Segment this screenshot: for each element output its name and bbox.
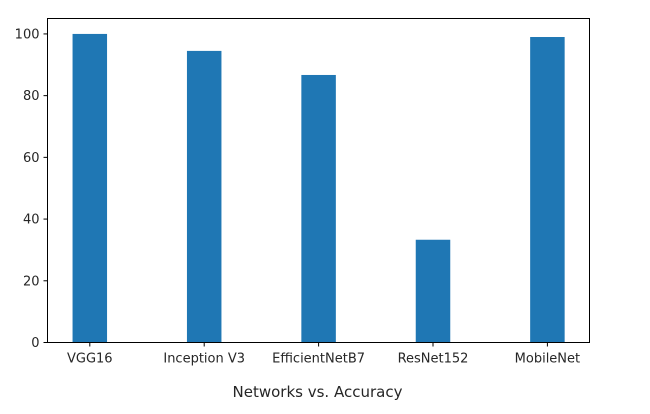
- y-axis-ticks: 0 20 40 60 80 100: [15, 27, 48, 351]
- bar-inception-v3: [186, 50, 222, 343]
- bars-group: [72, 33, 565, 343]
- x-tick-label: ResNet152: [398, 352, 469, 367]
- y-tick-label: 40: [23, 213, 40, 228]
- x-axis-label: Networks vs. Accuracy: [233, 383, 403, 401]
- x-tick-label: VGG16: [67, 352, 113, 367]
- bar-vgg16: [72, 33, 108, 343]
- bar-resnet152: [415, 239, 451, 343]
- y-tick-label: 60: [23, 151, 40, 166]
- x-tick-label: MobileNet: [515, 352, 580, 367]
- x-axis-ticks: VGG16 Inception V3 EfficientNetB7 ResNet152…: [67, 342, 580, 367]
- y-tick-label: 0: [31, 336, 39, 351]
- x-tick-label: Inception V3: [163, 352, 245, 367]
- y-tick-label: 80: [23, 89, 40, 104]
- bar-mobilenet: [530, 37, 565, 343]
- y-tick-label: 100: [15, 27, 40, 42]
- x-tick-label: EfficientNetB7: [272, 352, 365, 367]
- bar-efficientnetb7: [301, 74, 336, 343]
- plot-frame: [47, 18, 590, 343]
- y-tick-label: 20: [23, 274, 40, 289]
